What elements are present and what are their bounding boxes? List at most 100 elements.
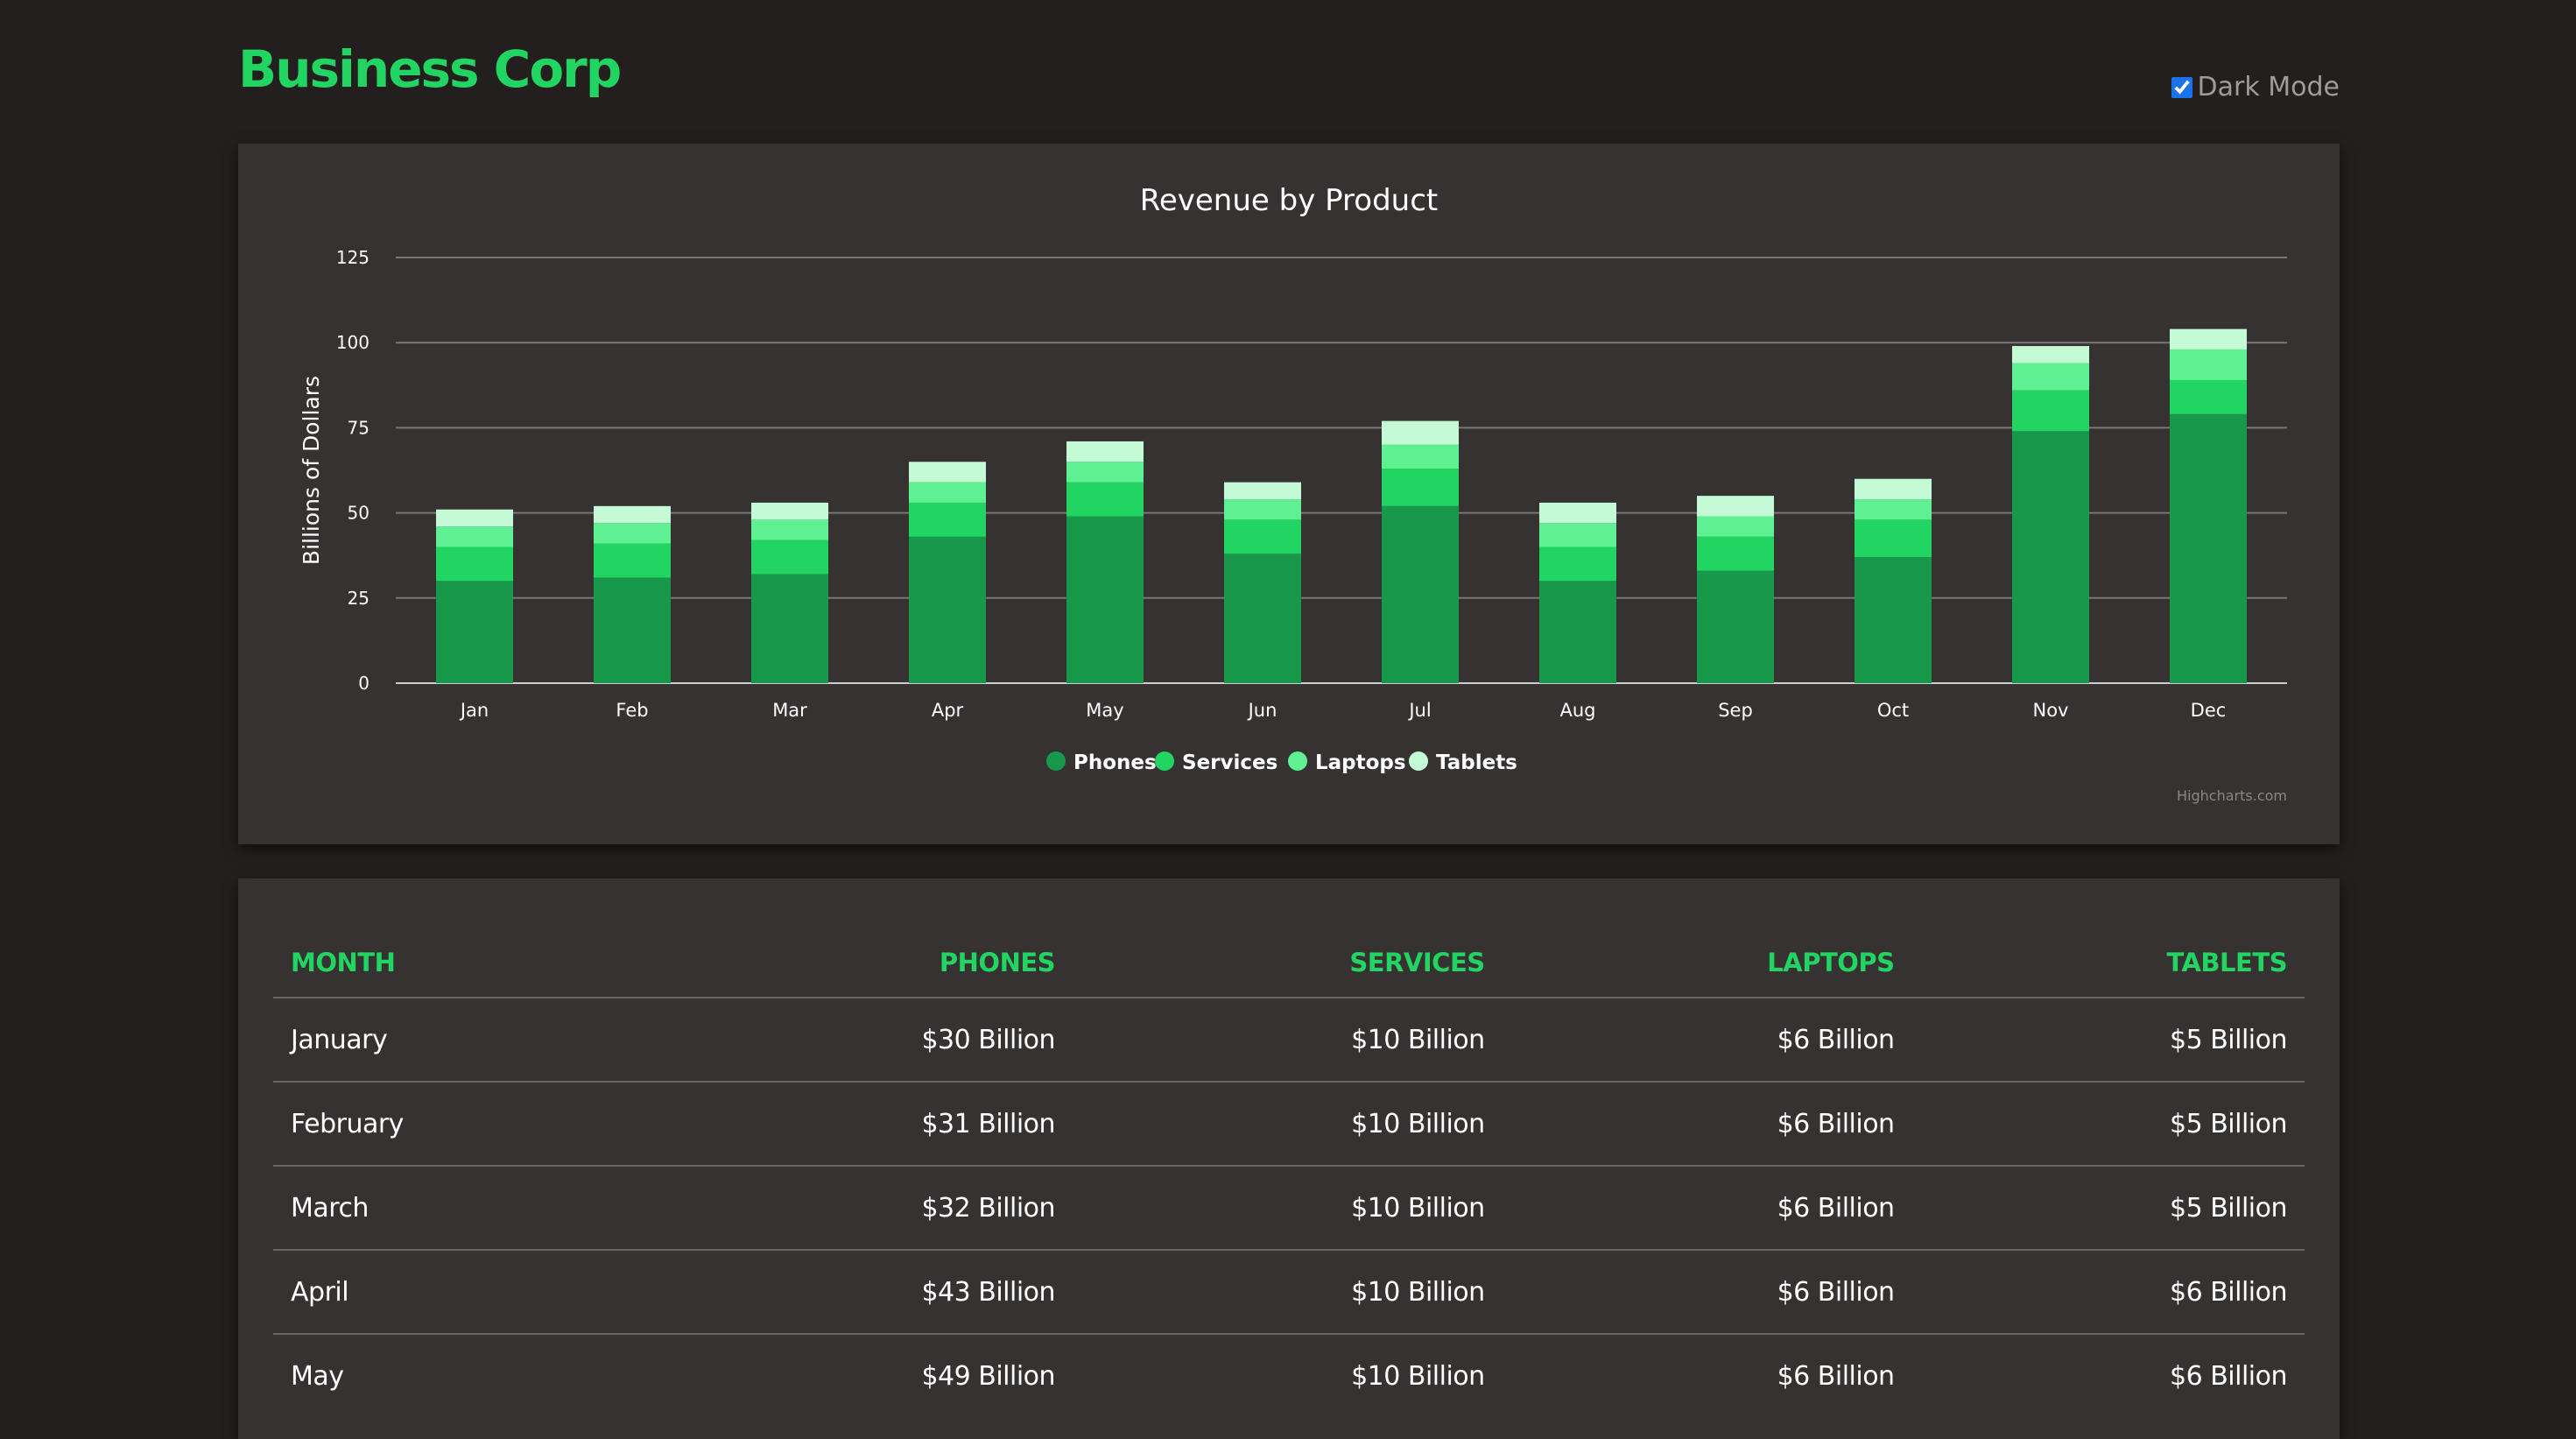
- bar-phones: [436, 581, 513, 683]
- y-axis-label: Billions of Dollars: [299, 376, 324, 565]
- table-cell-tablets: $6 Billion: [1911, 1249, 2305, 1334]
- chart-card: Revenue by Product 0 25 50 75 100 125 Billions …: [238, 144, 2340, 844]
- table-cell-tablets: $5 Billion: [1911, 1081, 2305, 1166]
- legend-marker-tablets: [1409, 751, 1428, 771]
- bar-laptops: [909, 482, 986, 503]
- table-cell-laptops: $6 Billion: [1502, 997, 1912, 1082]
- chart-credits: Highcharts.com: [2177, 787, 2287, 804]
- bar-phones: [1066, 516, 1144, 683]
- table-cell-phones: $31 Billion: [646, 1081, 1073, 1166]
- y-tick-label: 25: [348, 588, 370, 609]
- bar-phones: [2170, 413, 2247, 683]
- bar-tablets: [2012, 346, 2089, 363]
- bar-tablets: [1066, 441, 1144, 462]
- table-cell-laptops: $6 Billion: [1502, 1165, 1912, 1250]
- table-cell-tablets: $5 Billion: [1911, 1165, 2305, 1250]
- table-cell-phones: $43 Billion: [646, 1249, 1073, 1334]
- bar-phones: [1855, 557, 1932, 683]
- bar-phones: [2012, 431, 2089, 683]
- dark-mode-checkbox[interactable]: [2171, 76, 2192, 98]
- bar-phones: [751, 574, 828, 683]
- bar-tablets: [2170, 328, 2247, 349]
- bar-services: [1697, 536, 1774, 571]
- x-tick-label: Dec: [2191, 700, 2227, 721]
- bar-services: [1855, 519, 1932, 558]
- y-tick-label: 50: [348, 503, 370, 524]
- x-tick-label: May: [1086, 700, 1123, 721]
- table-cell-phones: $32 Billion: [646, 1165, 1073, 1250]
- table-cell-services: $10 Billion: [1073, 1249, 1503, 1334]
- bar-laptops: [1224, 499, 1301, 520]
- bar-tablets: [1224, 482, 1301, 500]
- table-cell-tablets: $6 Billion: [1911, 1333, 2305, 1418]
- column-header-phones: Phones: [939, 947, 1056, 977]
- revenue-chart: Revenue by Product 0 25 50 75 100 125 Billions …: [299, 183, 2287, 804]
- table-header-row: Month Phones Services Laptops Tablets: [273, 928, 2305, 998]
- bar-laptops: [1382, 444, 1459, 469]
- bar-tablets: [1855, 478, 1932, 500]
- legend-marker-services: [1155, 751, 1174, 771]
- table-cell-services: $10 Billion: [1073, 1081, 1503, 1166]
- bar-services: [1224, 519, 1301, 554]
- bar-services: [2012, 390, 2089, 432]
- bar-services: [1382, 469, 1459, 506]
- table-cell-laptops: $6 Billion: [1502, 1081, 1912, 1166]
- bar-tablets: [1539, 502, 1616, 524]
- bar-tablets: [909, 462, 986, 483]
- table-cell-laptops: $6 Billion: [1502, 1249, 1912, 1334]
- bar-phones: [1697, 570, 1774, 683]
- dark-mode-label: Dark Mode: [2197, 72, 2340, 102]
- column-header-services: Services: [1349, 947, 1485, 977]
- x-tick-label: Oct: [1877, 700, 1909, 721]
- bar-services: [751, 540, 828, 575]
- table-row: April $43 Billion $10 Billion $6 Billion $6 …: [273, 1249, 2305, 1334]
- legend-item-laptops: Laptops: [1315, 751, 1406, 774]
- table-cell-services: $10 Billion: [1073, 1165, 1503, 1250]
- table-cell-month: April: [273, 1249, 647, 1334]
- table-card: Month Phones Services Laptops Tablets Januar…: [238, 878, 2340, 1439]
- bar-laptops: [751, 519, 828, 540]
- table-row: May $49 Billion $10 Billion $6 Billion $6 Bi…: [273, 1333, 2305, 1418]
- x-tick-label: Jul: [1407, 700, 1431, 721]
- table-cell-phones: $49 Billion: [646, 1333, 1073, 1418]
- column-header-month: Month: [291, 947, 396, 977]
- bar-tablets: [594, 505, 671, 524]
- table-cell-month: March: [273, 1165, 647, 1250]
- revenue-table: Month Phones Services Laptops Tablets Januar…: [273, 928, 2305, 1418]
- legend-item-tablets: Tablets: [1436, 751, 1517, 774]
- x-tick-label: Mar: [772, 700, 807, 721]
- bar-services: [594, 543, 671, 578]
- legend-marker-phones: [1046, 751, 1066, 771]
- page-header: Business Corp Dark Mode: [238, 35, 2340, 114]
- bar-tablets: [751, 502, 828, 520]
- legend-item-services: Services: [1182, 751, 1277, 774]
- y-tick-label: 100: [336, 332, 370, 353]
- dark-mode-toggle[interactable]: Dark Mode: [2171, 72, 2340, 102]
- bar-laptops: [594, 523, 671, 544]
- bar-laptops: [1539, 523, 1616, 547]
- bar-laptops: [1697, 516, 1774, 537]
- bar-laptops: [1855, 499, 1932, 520]
- table-cell-month: May: [273, 1333, 647, 1418]
- table-row: January $30 Billion $10 Billion $6 Billion $…: [273, 997, 2305, 1082]
- bar-tablets: [436, 509, 513, 527]
- legend-marker-laptops: [1288, 751, 1307, 771]
- bar-laptops: [436, 526, 513, 547]
- bar-phones: [909, 536, 986, 683]
- y-tick-label: 0: [358, 673, 370, 694]
- bar-laptops: [1066, 462, 1144, 483]
- bar-services: [1539, 547, 1616, 582]
- x-tick-label: Feb: [616, 700, 648, 721]
- y-tick-label: 75: [348, 417, 370, 438]
- table-cell-phones: $30 Billion: [646, 997, 1073, 1082]
- x-tick-label: Aug: [1559, 700, 1595, 721]
- bar-phones: [1539, 581, 1616, 683]
- bar-phones: [594, 577, 671, 683]
- table-body: January $30 Billion $10 Billion $6 Billion $…: [273, 997, 2305, 1418]
- table-cell-laptops: $6 Billion: [1502, 1333, 1912, 1418]
- bar-phones: [1382, 505, 1459, 683]
- bar-services: [2170, 379, 2247, 414]
- brand-title: Business Corp: [238, 39, 622, 99]
- table-cell-services: $10 Billion: [1073, 1333, 1503, 1418]
- bar-tablets: [1697, 496, 1774, 517]
